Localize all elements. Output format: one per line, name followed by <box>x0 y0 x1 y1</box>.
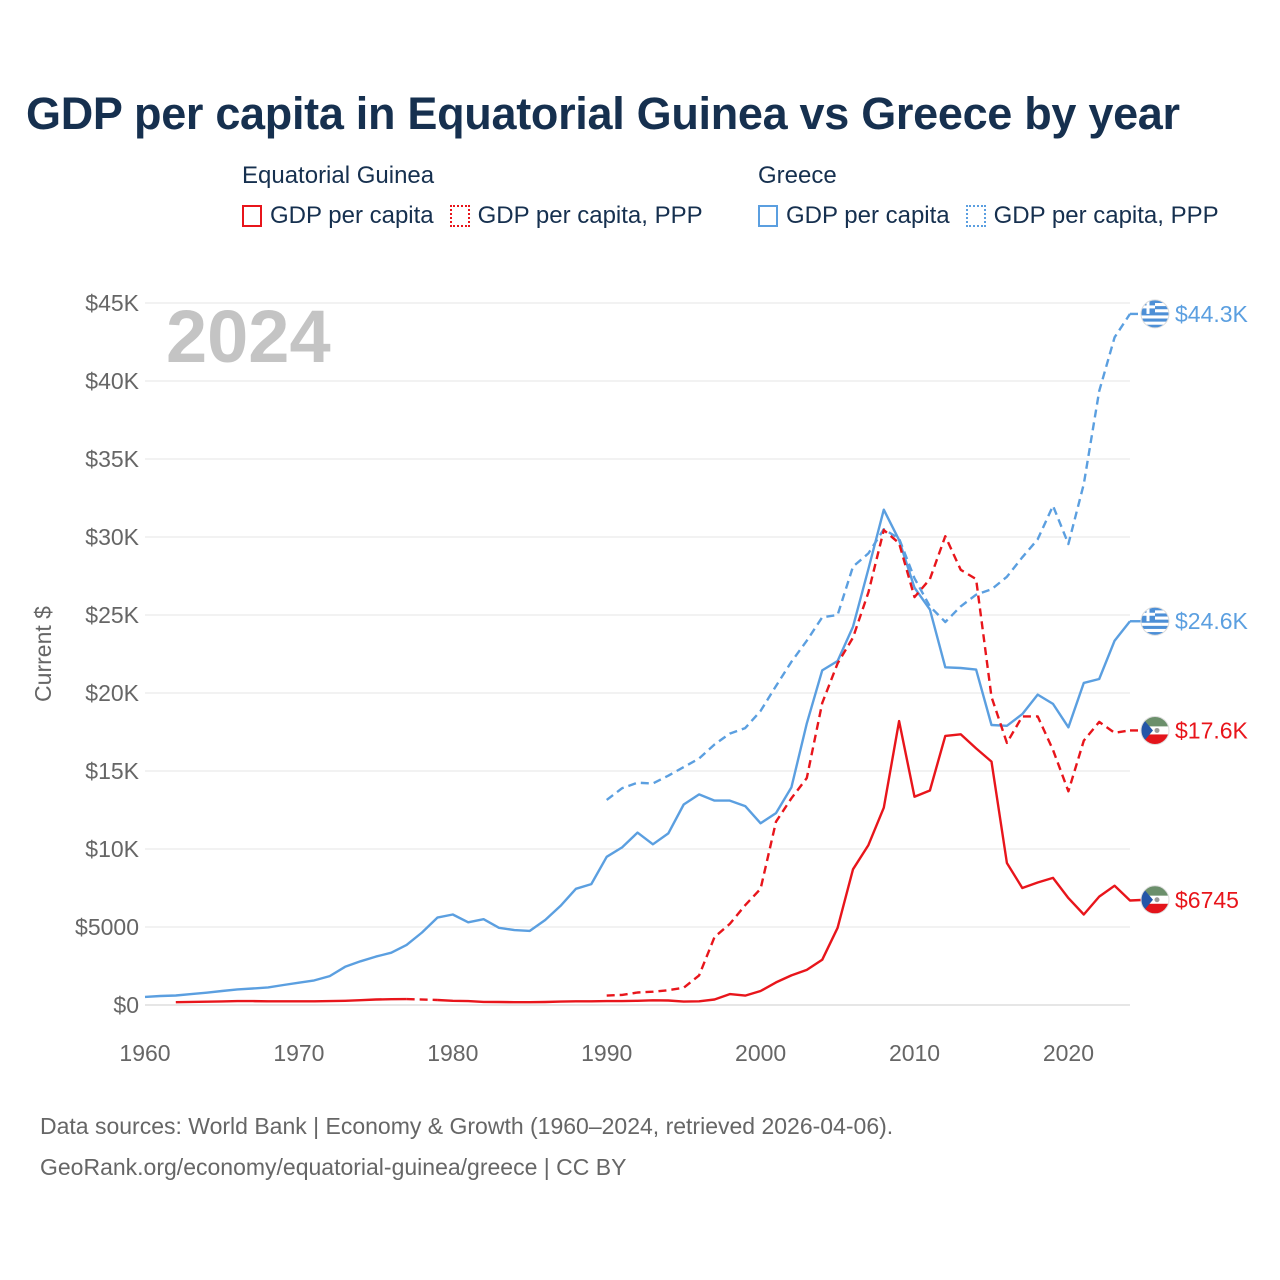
legend-swatch-solid-blue <box>758 205 778 227</box>
footer-source: Data sources: World Bank | Economy & Gro… <box>40 1113 894 1139</box>
y-tick-label: $35K <box>85 446 139 472</box>
footer: Data sources: World Bank | Economy & Gro… <box>40 1106 893 1188</box>
legend-group-greece: Greece GDP per capita GDP per capita, PP… <box>758 162 1235 230</box>
legend-group-equatorial-guinea: Equatorial Guinea GDP per capita GDP per… <box>242 162 719 230</box>
legend-label: GDP per capita, PPP <box>477 202 703 229</box>
y-tick-label: $10K <box>85 836 139 862</box>
y-tick-label: $40K <box>85 368 139 394</box>
series-line[interactable] <box>606 528 1131 997</box>
legend-item-eq-gdp[interactable]: GDP per capita <box>242 202 434 230</box>
axis-layer: $0 $5000 $10K $15K $20K $25K $30K $35K $40K $45K 1… <box>30 290 1094 1066</box>
legend-item-eq-gdp-ppp[interactable]: GDP per capita, PPP <box>449 202 703 230</box>
legend-swatch-dotted-red <box>449 205 470 227</box>
end-value-label: $24.6K <box>1175 608 1249 634</box>
y-tick-label: $0 <box>113 992 139 1018</box>
x-tick-label: 2000 <box>735 1040 786 1066</box>
year-watermark: 2024 <box>166 295 331 378</box>
y-tick-label: $45K <box>85 290 139 316</box>
legend-swatch-dotted-blue <box>965 205 986 227</box>
x-tick-label: 1990 <box>581 1040 632 1066</box>
end-label-layer: $24.6K $44.3K $6745 $17.6K <box>1130 299 1249 915</box>
x-tick-label: 2020 <box>1043 1040 1094 1066</box>
end-value-label: $44.3K <box>1175 301 1249 327</box>
legend-label: GDP per capita, PPP <box>993 202 1219 229</box>
legend-label: GDP per capita <box>786 202 950 229</box>
greece-flag-icon <box>1140 299 1170 329</box>
x-tick-label: 1960 <box>119 1040 170 1066</box>
end-value-label: $6745 <box>1175 887 1239 913</box>
end-value-label: $17.6K <box>1175 717 1249 743</box>
x-tick-label: 1970 <box>273 1040 324 1066</box>
y-tick-label: $30K <box>85 524 139 550</box>
y-tick-label: $5000 <box>75 914 139 940</box>
y-tick-label: $25K <box>85 602 139 628</box>
series-line[interactable] <box>605 313 1132 801</box>
grid-layer <box>145 302 1130 1006</box>
legend-label: GDP per capita <box>270 202 434 229</box>
legend-item-gr-gdp[interactable]: GDP per capita <box>758 202 950 230</box>
greece-flag-icon <box>1140 606 1170 636</box>
legend-group-title: Greece <box>758 162 837 189</box>
legend-group-title: Equatorial Guinea <box>242 162 435 189</box>
series-gap-line <box>406 997 438 1002</box>
series-line[interactable] <box>437 719 1146 1004</box>
x-tick-label: 1980 <box>427 1040 478 1066</box>
chart-title: GDP per capita in Equatorial Guinea vs G… <box>26 88 1180 139</box>
legend-swatch-solid-red <box>242 205 262 227</box>
x-tick-label: 2010 <box>889 1040 940 1066</box>
series-line[interactable] <box>144 508 1131 999</box>
y-tick-label: $15K <box>85 758 139 784</box>
series-line[interactable] <box>175 997 407 1004</box>
y-tick-label: $20K <box>85 680 139 706</box>
legend-item-gr-gdp-ppp[interactable]: GDP per capita, PPP <box>965 202 1219 230</box>
footer-link[interactable]: GeoRank.org/economy/equatorial-guinea/gr… <box>40 1154 627 1180</box>
y-axis-label: Current $ <box>30 606 56 702</box>
equatorial-guinea-flag-icon <box>1140 885 1170 915</box>
equatorial-guinea-flag-icon <box>1140 715 1170 745</box>
series-layer <box>144 313 1146 1004</box>
